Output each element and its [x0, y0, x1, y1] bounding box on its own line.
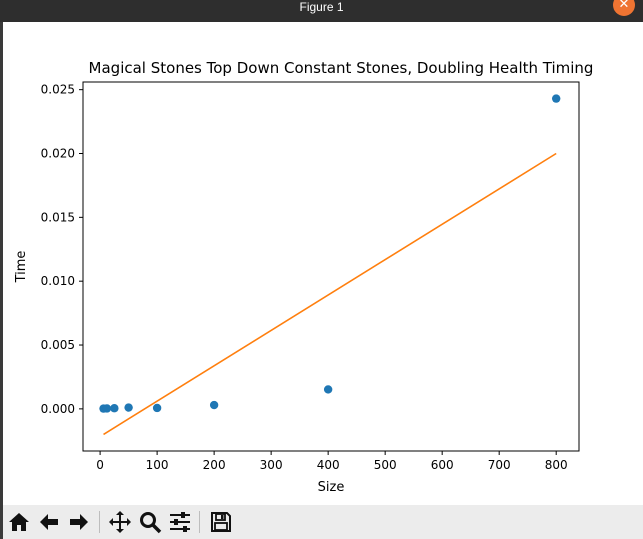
plot-frame [82, 81, 580, 452]
y-tick-label: 0.020 [41, 147, 75, 161]
arrow-right-icon [70, 514, 88, 530]
home-button[interactable] [5, 508, 33, 536]
data-point [323, 385, 333, 394]
close-icon: ✕ [618, 0, 630, 12]
home-icon [9, 513, 29, 531]
configure-subplots-button[interactable] [166, 508, 194, 536]
data-point [124, 403, 133, 412]
y-tick-label: 0.015 [41, 210, 75, 224]
sliders-icon [170, 512, 190, 532]
x-tick-label: 300 [260, 458, 283, 472]
forward-button[interactable] [65, 508, 93, 536]
x-axis-label: Size [318, 480, 345, 495]
data-point [110, 404, 119, 413]
y-tick-label: 0.010 [41, 274, 75, 288]
x-tick-label: 0 [96, 458, 104, 472]
x-tick-label: 500 [374, 458, 397, 472]
toolbar-separator [99, 511, 100, 533]
fit-line [103, 152, 557, 436]
navigation-toolbar [3, 505, 643, 539]
window-left-border [0, 22, 3, 539]
pan-button[interactable] [106, 508, 134, 536]
chart: Magical Stones Top Down Constant Stones,… [14, 59, 594, 495]
data-point [152, 403, 162, 413]
x-tick-label: 700 [488, 458, 511, 472]
x-tick-label: 800 [545, 458, 568, 472]
save-button[interactable] [207, 508, 235, 536]
floppy-disk-icon [211, 512, 231, 532]
window-titlebar: Figure 1 ✕ [0, 0, 643, 22]
data-point [209, 400, 219, 410]
magnifier-icon [140, 512, 162, 534]
y-tick-label: 0.005 [41, 338, 75, 352]
y-axis-label: Time [14, 251, 29, 284]
figure-canvas: Magical Stones Top Down Constant Stones,… [3, 22, 643, 505]
x-tick-label: 200 [203, 458, 226, 472]
x-tick-label: 100 [146, 458, 169, 472]
zoom-button[interactable] [136, 508, 164, 536]
data-point [551, 94, 561, 103]
x-tick-label: 400 [317, 458, 340, 472]
x-tick-label: 600 [431, 458, 454, 472]
y-tick-label: 0.000 [41, 402, 75, 416]
back-button[interactable] [35, 508, 63, 536]
data-point [102, 404, 112, 413]
toolbar-separator [199, 511, 200, 533]
arrow-left-icon [40, 514, 58, 530]
close-button[interactable]: ✕ [613, 0, 635, 16]
window-title: Figure 1 [299, 0, 344, 14]
y-tick-label: 0.025 [41, 83, 75, 97]
move-icon [109, 511, 131, 533]
chart-title: Magical Stones Top Down Constant Stones,… [89, 59, 594, 77]
